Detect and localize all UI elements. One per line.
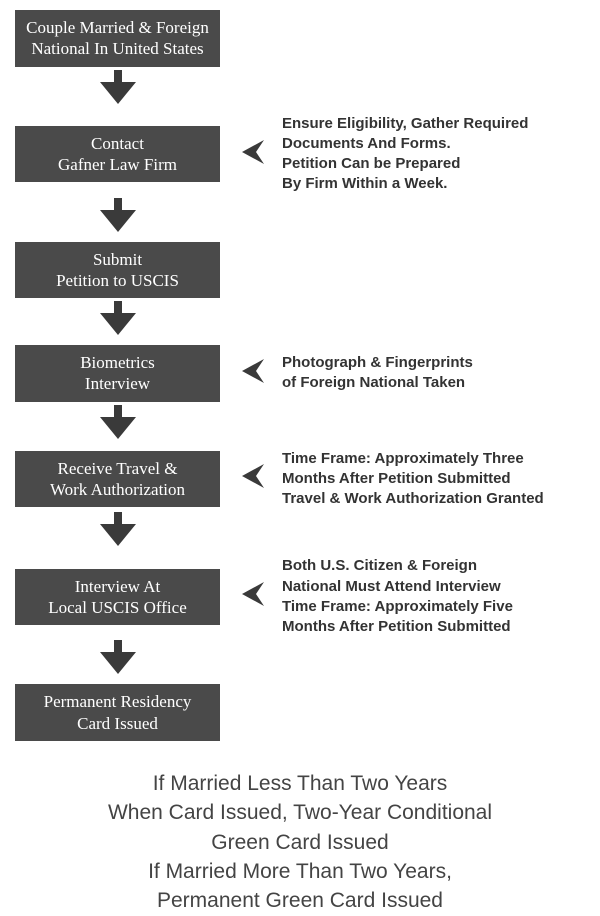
left-pointer-icon bbox=[238, 462, 264, 495]
step-label: Submit bbox=[93, 250, 142, 269]
step-label: Work Authorization bbox=[50, 480, 185, 499]
step-box-contact: Contact Gafner Law Firm bbox=[15, 126, 220, 183]
down-arrow-icon bbox=[15, 301, 220, 337]
down-arrow-icon bbox=[15, 70, 220, 106]
step-label: Receive Travel & bbox=[58, 459, 178, 478]
step-label: Gafner Law Firm bbox=[58, 155, 177, 174]
step-label: Petition to USCIS bbox=[56, 271, 179, 290]
step-label: Contact bbox=[91, 134, 144, 153]
step-box-submit: Submit Petition to USCIS bbox=[15, 242, 220, 299]
left-pointer-icon bbox=[238, 580, 264, 613]
down-arrow-icon bbox=[15, 512, 220, 548]
step-label: Interview At bbox=[75, 577, 160, 596]
step-box-authorization: Receive Travel & Work Authorization bbox=[15, 451, 220, 508]
step-label: Local USCIS Office bbox=[48, 598, 187, 617]
footer-text: If Married Less Than Two YearsWhen Card … bbox=[15, 769, 585, 916]
step-label: National In United States bbox=[31, 39, 203, 58]
step-row: Permanent Residency Card Issued bbox=[15, 684, 585, 741]
step-row: Couple Married & Foreign National In Uni… bbox=[15, 10, 585, 67]
step-label: Interview bbox=[85, 374, 150, 393]
left-pointer-icon bbox=[238, 138, 264, 171]
step-note: Photograph & Fingerprintsof Foreign Nati… bbox=[282, 353, 473, 394]
step-row: Interview At Local USCIS Office Both U.S… bbox=[15, 556, 585, 637]
down-arrow-icon bbox=[15, 198, 220, 234]
step-box-card-issued: Permanent Residency Card Issued bbox=[15, 684, 220, 741]
step-row: Contact Gafner Law Firm Ensure Eligibili… bbox=[15, 114, 585, 195]
step-row: Biometrics Interview Photograph & Finger… bbox=[15, 345, 585, 402]
step-box-interview: Interview At Local USCIS Office bbox=[15, 569, 220, 626]
step-note: Both U.S. Citizen & ForeignNational Must… bbox=[282, 556, 513, 637]
down-arrow-icon bbox=[15, 640, 220, 676]
step-label: Biometrics bbox=[80, 353, 155, 372]
step-note: Time Frame: Approximately ThreeMonths Af… bbox=[282, 449, 544, 510]
step-row: Receive Travel & Work Authorization Time… bbox=[15, 449, 585, 510]
step-note: Ensure Eligibility, Gather RequiredDocum… bbox=[282, 114, 528, 195]
step-row: Submit Petition to USCIS bbox=[15, 242, 585, 299]
left-pointer-icon bbox=[238, 357, 264, 390]
down-arrow-icon bbox=[15, 405, 220, 441]
step-label: Permanent Residency bbox=[44, 692, 192, 711]
step-label: Couple Married & Foreign bbox=[26, 18, 209, 37]
step-box-biometrics: Biometrics Interview bbox=[15, 345, 220, 402]
step-label: Card Issued bbox=[77, 714, 158, 733]
step-box-start: Couple Married & Foreign National In Uni… bbox=[15, 10, 220, 67]
